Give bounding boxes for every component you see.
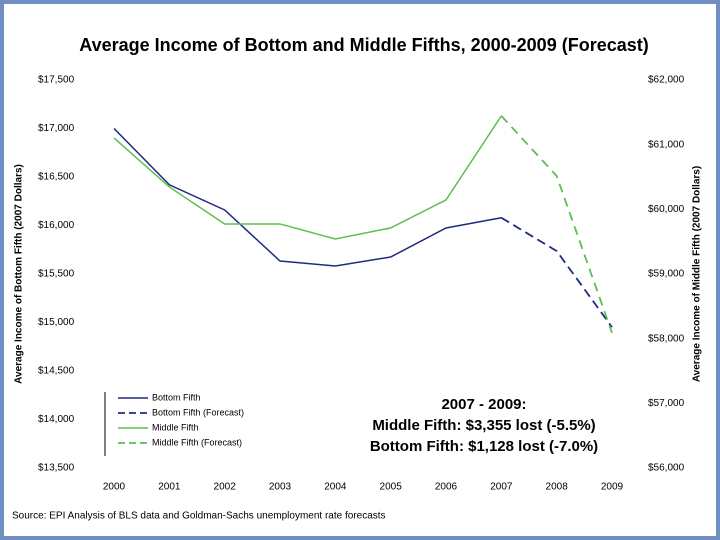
x-tick-label: 2005 [380,482,403,493]
x-tick-label: 2001 [158,482,181,493]
legend-label: Middle Fifth [152,422,199,432]
series-line [113,115,502,240]
y2-tick-label: $58,000 [648,333,685,344]
y-tick-label: $14,500 [38,366,75,377]
y-tick-label: $14,000 [38,414,75,425]
y-tick-label: $15,500 [38,269,75,280]
series-line [113,127,502,267]
series-line [500,115,613,334]
chart: Average Income of Bottom and Middle Fift… [12,35,703,522]
source-note: Source: EPI Analysis of BLS data and Gol… [12,511,386,522]
y2-axis-title: Average Income of Middle Fifth (2007 Dol… [692,166,703,382]
x-tick-label: 2003 [269,482,292,493]
x-tick-label: 2004 [324,482,347,493]
x-tick-label: 2009 [601,482,624,493]
x-tick-label: 2000 [103,482,126,493]
y2-tick-label: $60,000 [648,204,685,215]
legend-label: Bottom Fifth (Forecast) [152,407,244,417]
annotation: Middle Fifth: $3,355 lost (-5.5%) [372,417,595,434]
y-tick-label: $17,500 [38,75,75,86]
x-tick-label: 2008 [546,482,569,493]
annotation: 2007 - 2009: [441,396,526,413]
annotation: Bottom Fifth: $1,128 lost (-7.0%) [370,438,598,455]
y2-tick-label: $56,000 [648,463,685,474]
y-tick-label: $17,000 [38,123,75,134]
y-tick-label: $15,000 [38,317,75,328]
y2-tick-label: $57,000 [648,398,685,409]
x-tick-label: 2006 [435,482,458,493]
series-line [500,216,613,328]
x-tick-label: 2002 [214,482,237,493]
y2-tick-label: $62,000 [648,75,685,86]
y2-tick-label: $59,000 [648,269,685,280]
legend-label: Middle Fifth (Forecast) [152,437,242,447]
y2-tick-label: $61,000 [648,139,685,150]
y-tick-label: $16,500 [38,172,75,183]
x-tick-label: 2007 [490,482,513,493]
y-tick-label: $16,000 [38,220,75,231]
legend-label: Bottom Fifth [152,392,201,402]
chart-title: Average Income of Bottom and Middle Fift… [79,35,648,55]
y-tick-label: $13,500 [38,463,75,474]
y-axis-title: Average Income of Bottom Fifth (2007 Dol… [14,164,25,384]
